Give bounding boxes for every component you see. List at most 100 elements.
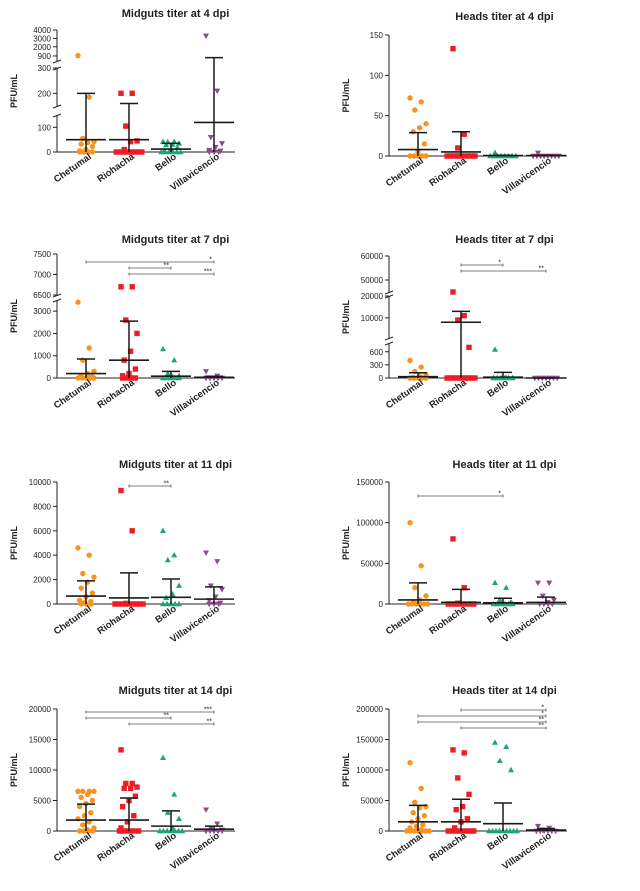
data-point (463, 828, 470, 834)
chart-title: Midguts titer at 7 dpi (122, 234, 230, 246)
x-category-label: Bello (153, 151, 178, 173)
y-tick-label: 15000 (29, 736, 52, 745)
data-point (163, 141, 170, 148)
data-point (468, 153, 475, 159)
data-point (203, 828, 209, 835)
x-category-label: Bello (485, 830, 510, 852)
y-tick-label: 0 (379, 152, 384, 161)
y-tick-label: 10000 (29, 766, 52, 775)
data-point (450, 536, 456, 542)
y-axis-label: PFU/mL (341, 300, 351, 335)
significance-label: ** (164, 263, 170, 270)
chart-panel-7: Midguts titer at 14 dpi PFU/mL 0 5000 10000 1… (9, 685, 235, 872)
data-point (203, 33, 209, 40)
data-point (176, 582, 182, 588)
x-category-label: Chetumal (52, 377, 94, 411)
data-point (179, 827, 186, 834)
chart-title: Midguts titer at 4 dpi (122, 8, 230, 20)
y-tick-label: 4000 (33, 551, 51, 560)
x-category-label: Riohacha (427, 377, 469, 411)
data-point (116, 828, 123, 834)
series-villavicencio (194, 369, 234, 382)
data-point (451, 153, 457, 159)
data-point (160, 754, 166, 760)
data-point (460, 828, 466, 834)
data-point (160, 527, 166, 533)
data-point (418, 364, 424, 370)
chart-panel-2: Heads titer at 4 dpi PFU/mL 0 50 100 150 Chetu… (341, 11, 567, 197)
data-point (551, 597, 557, 604)
data-point (172, 374, 178, 381)
data-point (421, 601, 427, 607)
data-point (466, 791, 472, 798)
data-point (86, 552, 92, 558)
data-point (407, 519, 413, 526)
y-tick-label: 3000 (33, 307, 51, 316)
y-tick-label: 20000 (29, 705, 52, 714)
chart-title: Midguts titer at 11 dpi (119, 459, 232, 471)
data-point (215, 601, 222, 608)
data-point (120, 828, 126, 834)
y-tick-label: 600 (370, 348, 384, 357)
y-tick-label: 100000 (356, 766, 383, 775)
data-point (419, 828, 425, 834)
data-point (456, 375, 463, 381)
y-tick-label: 7500 (33, 250, 51, 259)
series-bello (151, 345, 191, 381)
data-point (89, 797, 96, 804)
data-point (118, 90, 124, 97)
data-point (421, 813, 428, 819)
y-tick-label: 100 (38, 123, 52, 132)
data-point (91, 368, 97, 375)
data-point (176, 600, 182, 607)
axis-break-mark (52, 59, 62, 64)
data-point (456, 828, 462, 834)
data-point (164, 556, 171, 563)
data-point (466, 375, 472, 381)
data-point (449, 828, 455, 834)
y-tick-label: 0 (47, 600, 52, 609)
y-tick-label: 2000 (33, 43, 51, 52)
x-category-label: Riohacha (427, 603, 469, 637)
x-category-label: Chetumal (384, 830, 426, 864)
data-point (465, 153, 471, 159)
significance-label: ** (164, 713, 170, 720)
data-point (409, 601, 415, 607)
data-point (85, 828, 91, 834)
x-category-label: Bello (153, 603, 178, 625)
data-point (471, 828, 477, 834)
chart-panel-6: Heads titer at 11 dpi PFU/mL 0 50000 100000 1… (341, 459, 567, 645)
data-point (133, 601, 139, 607)
data-point (160, 345, 166, 352)
significance-label: * (541, 711, 544, 718)
y-tick-label: 20000 (361, 292, 384, 301)
data-point (160, 138, 166, 144)
data-point (451, 825, 458, 831)
data-point (75, 788, 81, 795)
data-point (450, 46, 456, 52)
series-riohacha (109, 747, 149, 834)
data-point (412, 585, 418, 591)
data-point (91, 788, 97, 795)
data-point (140, 601, 146, 607)
data-point (454, 153, 461, 159)
data-point (535, 823, 541, 830)
data-point (76, 149, 83, 155)
data-point (450, 375, 456, 381)
data-point (76, 803, 83, 810)
data-point (453, 806, 459, 813)
data-point (461, 750, 467, 756)
data-point (203, 550, 209, 556)
data-point (78, 141, 84, 147)
data-point (76, 828, 83, 834)
series-villavicencio (194, 807, 234, 835)
series-bello (483, 149, 523, 159)
y-axis-label: PFU/mL (341, 526, 351, 561)
data-point (420, 822, 426, 828)
data-point (412, 799, 418, 806)
data-point (112, 601, 118, 607)
series-bello (151, 754, 191, 834)
data-point (207, 135, 214, 141)
y-tick-label: 200 (38, 89, 52, 98)
data-point (424, 601, 431, 607)
